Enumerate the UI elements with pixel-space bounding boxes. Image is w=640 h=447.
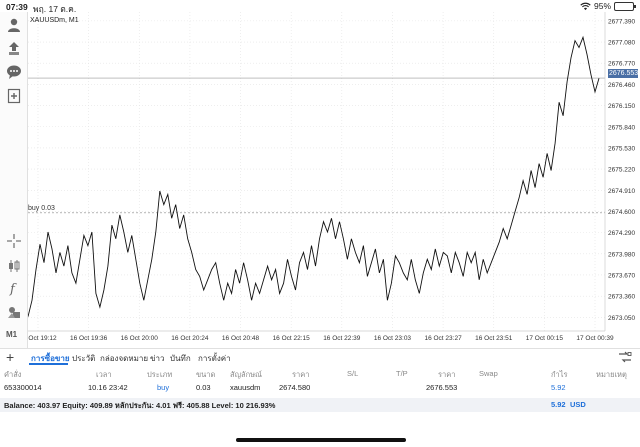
objects-icon[interactable] (5, 303, 23, 321)
order-open-price: 2674.580 (279, 383, 311, 392)
x-tick-label: 16 Oct 22:15 (273, 335, 311, 342)
col-tp: T/P (396, 369, 408, 378)
x-tick-label: 16 Oct 20:00 (121, 335, 159, 342)
balance-text: Balance: 403.97 Equity: 409.89 หลักประกั… (4, 401, 276, 410)
y-tick-label: 2675.530 (608, 145, 635, 152)
x-tick-label: 16 Oct 23:51 (475, 335, 513, 342)
new-order-icon[interactable] (5, 87, 23, 105)
account-currency: USD (570, 400, 586, 409)
price-chart-svg: 16 Oct 19:12 16 Oct 19:36 16 Oct 20:00 16 O… (28, 12, 635, 342)
x-tick-label: 16 Oct 20:48 (222, 335, 260, 342)
order-id: 653300014 (4, 383, 42, 392)
col-current-price: ราคา (438, 370, 456, 379)
col-type: ประเภท (147, 370, 173, 379)
col-size: ขนาด (196, 370, 216, 379)
status-bar: 07:39 พฤ. 17 ต.ค. 95% (0, 0, 640, 14)
add-icon[interactable]: + (6, 349, 15, 365)
y-tick-label: 2674.600 (608, 209, 635, 216)
clock: 07:39 (6, 2, 28, 12)
order-symbol: xauusdm (230, 383, 261, 392)
col-symbol: สัญลักษณ์ (230, 370, 263, 379)
tab-news[interactable]: ข่าว (150, 354, 165, 363)
col-comment: หมายเหตุ (596, 370, 627, 379)
x-tick-label: 16 Oct 23:03 (374, 335, 412, 342)
x-tick-label: 17 Oct 00:39 (576, 335, 614, 342)
y-tick-label: 2673.670 (608, 272, 635, 279)
x-tick-label: 16 Oct 20:24 (171, 335, 209, 342)
y-tick-label: 2676.150 (608, 103, 635, 110)
order-current-price: 2676.553 (426, 383, 458, 392)
tab-journal[interactable]: บันทึก (170, 354, 191, 363)
battery-icon (614, 1, 636, 11)
order-profit: 5.92 (551, 383, 566, 392)
price-chart[interactable]: 16 Oct 19:12 16 Oct 19:36 16 Oct 20:00 16 O… (28, 12, 640, 348)
x-tick-label: 16 Oct 19:12 (28, 335, 57, 342)
status-right: 95% (580, 1, 636, 11)
x-tick-label: 17 Oct 00:15 (526, 335, 564, 342)
candles-icon[interactable] (5, 257, 23, 275)
y-tick-label: 2673.360 (608, 294, 635, 301)
y-tick-label: 2676.770 (608, 61, 635, 68)
price-series-line (28, 35, 600, 317)
order-time: 10.16 23:42 (88, 383, 128, 392)
x-tick-label: 16 Oct 19:36 (70, 335, 108, 342)
svg-text:f: f (9, 282, 17, 296)
tab-mailbox[interactable]: กล่องจดหมาย (100, 354, 149, 363)
y-tick-label: 2673.980 (608, 251, 635, 258)
active-tab-indicator (29, 363, 68, 365)
tab-history[interactable]: ประวัติ (72, 354, 96, 363)
y-tick-label: 2677.080 (608, 40, 635, 47)
total-profit: 5.92 (551, 400, 566, 409)
y-tick-label: 2674.910 (608, 188, 635, 195)
indicator-icon[interactable]: f (5, 279, 23, 297)
home-indicator (236, 438, 406, 442)
table-row[interactable]: 653300014 10.16 23:42 buy 0.03 xauusdm 2… (0, 380, 640, 398)
x-tick-label: 16 Oct 22:39 (323, 335, 361, 342)
y-tick-label: 2677.390 (608, 18, 635, 25)
orders-table-header: คำสั่ง เวลา ประเภท ขนาด สัญลักษณ์ ราคา S… (0, 366, 640, 380)
account-icon[interactable] (5, 16, 23, 34)
col-order: คำสั่ง (4, 370, 22, 379)
wifi-icon (580, 2, 591, 10)
chart-toolbar: f M1 (0, 12, 28, 348)
tab-settings[interactable]: การตั้งค่า (198, 354, 231, 363)
chart-symbol-label: XAUUSDm, M1 (30, 17, 79, 24)
trade-icon[interactable] (5, 40, 23, 58)
col-sl: S/L (347, 369, 359, 378)
y-tick-label: 2675.220 (608, 167, 635, 174)
buy-order-label: buy 0.03 (28, 205, 55, 212)
y-tick-label: 2673.050 (608, 315, 635, 322)
chat-icon[interactable] (5, 63, 23, 81)
col-time: เวลา (96, 370, 112, 379)
y-tick-label: 2676.460 (608, 82, 635, 89)
battery-percent: 95% (593, 1, 611, 11)
order-type: buy (157, 383, 170, 392)
date: พฤ. 17 ต.ค. (33, 4, 77, 14)
current-price-tag: 2676.553 (608, 69, 639, 78)
col-swap: Swap (479, 369, 498, 378)
order-size: 0.03 (196, 383, 211, 392)
col-profit: กำไร (551, 370, 568, 379)
balance-summary: Balance: 403.97 Equity: 409.89 หลักประกั… (0, 398, 640, 412)
timeframe-button[interactable]: M1 (6, 330, 18, 339)
y-tick-label: 2675.840 (608, 124, 635, 131)
crosshair-icon[interactable] (5, 232, 23, 250)
tab-trade[interactable]: การซื้อขาย (31, 354, 70, 363)
y-tick-label: 2674.290 (608, 230, 635, 237)
terminal-tabbar: + การซื้อขาย ประวัติ กล่องจดหมาย ข่าว บั… (0, 348, 640, 366)
sort-icon[interactable] (618, 351, 632, 363)
col-price: ราคา (292, 370, 310, 379)
x-tick-label: 16 Oct 23:27 (424, 335, 462, 342)
